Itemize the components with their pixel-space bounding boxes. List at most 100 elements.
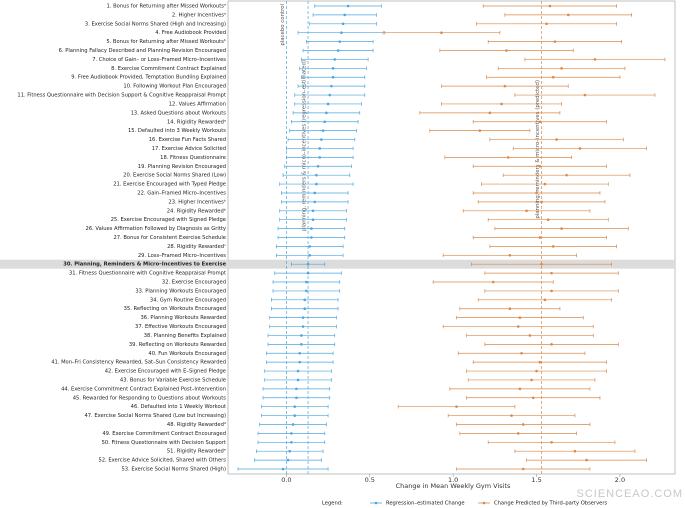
point (336, 49, 340, 52)
point (315, 182, 318, 186)
point (560, 227, 563, 230)
category-label: 49. Exercise Commitment Contract Encoura… (102, 431, 226, 437)
point (550, 289, 553, 293)
category-label: 53. Exercise Social Norms Shared (High) (121, 467, 226, 473)
point (310, 227, 313, 230)
highlight-band (0, 259, 675, 269)
point (295, 387, 298, 391)
point (313, 200, 317, 204)
point (543, 182, 547, 186)
category-label: 34. Gym Routine Encouraged (150, 297, 226, 303)
point (455, 405, 458, 408)
category-label: 52. Exercise Advice Solicited, Shared wi… (98, 458, 226, 464)
category-label: 41. Mon–Fri Consistency Rewarded, Sat–Su… (51, 360, 226, 366)
point (281, 467, 285, 471)
point (521, 467, 525, 471)
point (291, 423, 295, 426)
category-label: 16. Exercise Fun Facts Shared (149, 137, 226, 143)
reference-label: planning, reminders & micro–incentives (… (535, 80, 541, 219)
category-label: 39. Reflecting on Workouts Rewarded (129, 342, 226, 348)
point (538, 236, 542, 239)
point (303, 298, 307, 302)
category-label: 50. Fitness Questionnaire with Decision … (102, 440, 226, 446)
point (330, 84, 333, 88)
point (538, 360, 542, 364)
legend-label: Change Predicted by Third–party Observer… (494, 501, 608, 507)
category-label: 28. Rigidity Rewardedᶜ (167, 244, 226, 250)
point (305, 289, 308, 293)
category-label: 12. Values Affirmation (169, 101, 226, 107)
point (520, 351, 523, 355)
watermark: SCIENCEAO.COM (576, 488, 683, 500)
point (333, 58, 337, 61)
point (535, 191, 538, 195)
category-label: 37. Effective Workouts Encouraged (135, 324, 226, 330)
point (318, 147, 322, 150)
point (535, 369, 538, 373)
point (530, 378, 533, 382)
x-tick-label: 0.0 (281, 476, 291, 484)
point (303, 307, 307, 311)
point (298, 351, 302, 355)
point (565, 173, 568, 177)
point (500, 102, 503, 106)
point (478, 129, 482, 132)
category-label: 19. Planning Revision Encouraged (138, 164, 226, 170)
point (346, 4, 350, 8)
point (295, 396, 298, 400)
category-label: 25. Exercise Encouraged with Signed Pled… (111, 217, 226, 223)
point (301, 325, 305, 328)
category-label: 13. Asked Questions about Workouts (131, 110, 227, 116)
point (553, 40, 557, 43)
point (300, 334, 303, 337)
plot-frame (227, 0, 676, 475)
point (311, 218, 315, 221)
category-label: 15. Defaulted into 3 Weekly Workouts (128, 128, 226, 134)
point (555, 138, 558, 141)
category-label: 32. Exercise Encouraged (162, 280, 226, 286)
x-tick-label: 2.0 (615, 476, 625, 484)
category-label: 40. Fun Workouts Encouraged (148, 351, 226, 357)
point (550, 440, 553, 444)
point (548, 4, 552, 8)
category-label: 33. Planning Workouts Encouraged (135, 288, 226, 294)
point (593, 58, 597, 61)
category-label: 6. Planning Fallacy Described and Planni… (59, 48, 226, 54)
category-label: 5. Bonus for Returning after Missed Work… (106, 39, 226, 45)
point (585, 458, 588, 462)
point (325, 111, 328, 115)
point (528, 334, 532, 337)
point (293, 414, 297, 417)
point (578, 147, 582, 150)
point (531, 396, 535, 400)
point (550, 271, 553, 275)
category-label: 21. Exercise Encouraged with Typed Pledg… (113, 182, 226, 188)
point (545, 22, 548, 26)
point (286, 458, 290, 462)
point (508, 254, 512, 257)
point (296, 378, 300, 382)
point (331, 67, 335, 70)
point (488, 111, 492, 115)
point (338, 40, 342, 43)
category-label: 42. Exercise Encouraged with E–Signed Pl… (105, 369, 226, 375)
point (551, 245, 555, 248)
point (306, 262, 310, 266)
point (290, 440, 293, 444)
point (290, 432, 293, 435)
point (306, 271, 310, 275)
category-label: 29. Loss–Framed Micro–Incentives (138, 253, 226, 259)
category-label: 26. Values Affirmation Followed by Diagn… (86, 226, 226, 232)
point (543, 298, 547, 302)
point (540, 262, 543, 266)
category-label: 22. Gain–Framed Micro–Incentives (137, 190, 226, 196)
point (296, 369, 300, 373)
point (311, 209, 315, 213)
category-label: 20. Exercise Social Norms Shared (Low) (123, 173, 226, 179)
point (518, 316, 522, 319)
point (343, 13, 347, 17)
category-label: 18. Fitness Questionnaire (160, 155, 226, 161)
category-label: 9. Free Audiobook Provided, Temptation B… (71, 75, 226, 81)
category-label: 17. Exercise Advice Solicited (152, 146, 226, 152)
